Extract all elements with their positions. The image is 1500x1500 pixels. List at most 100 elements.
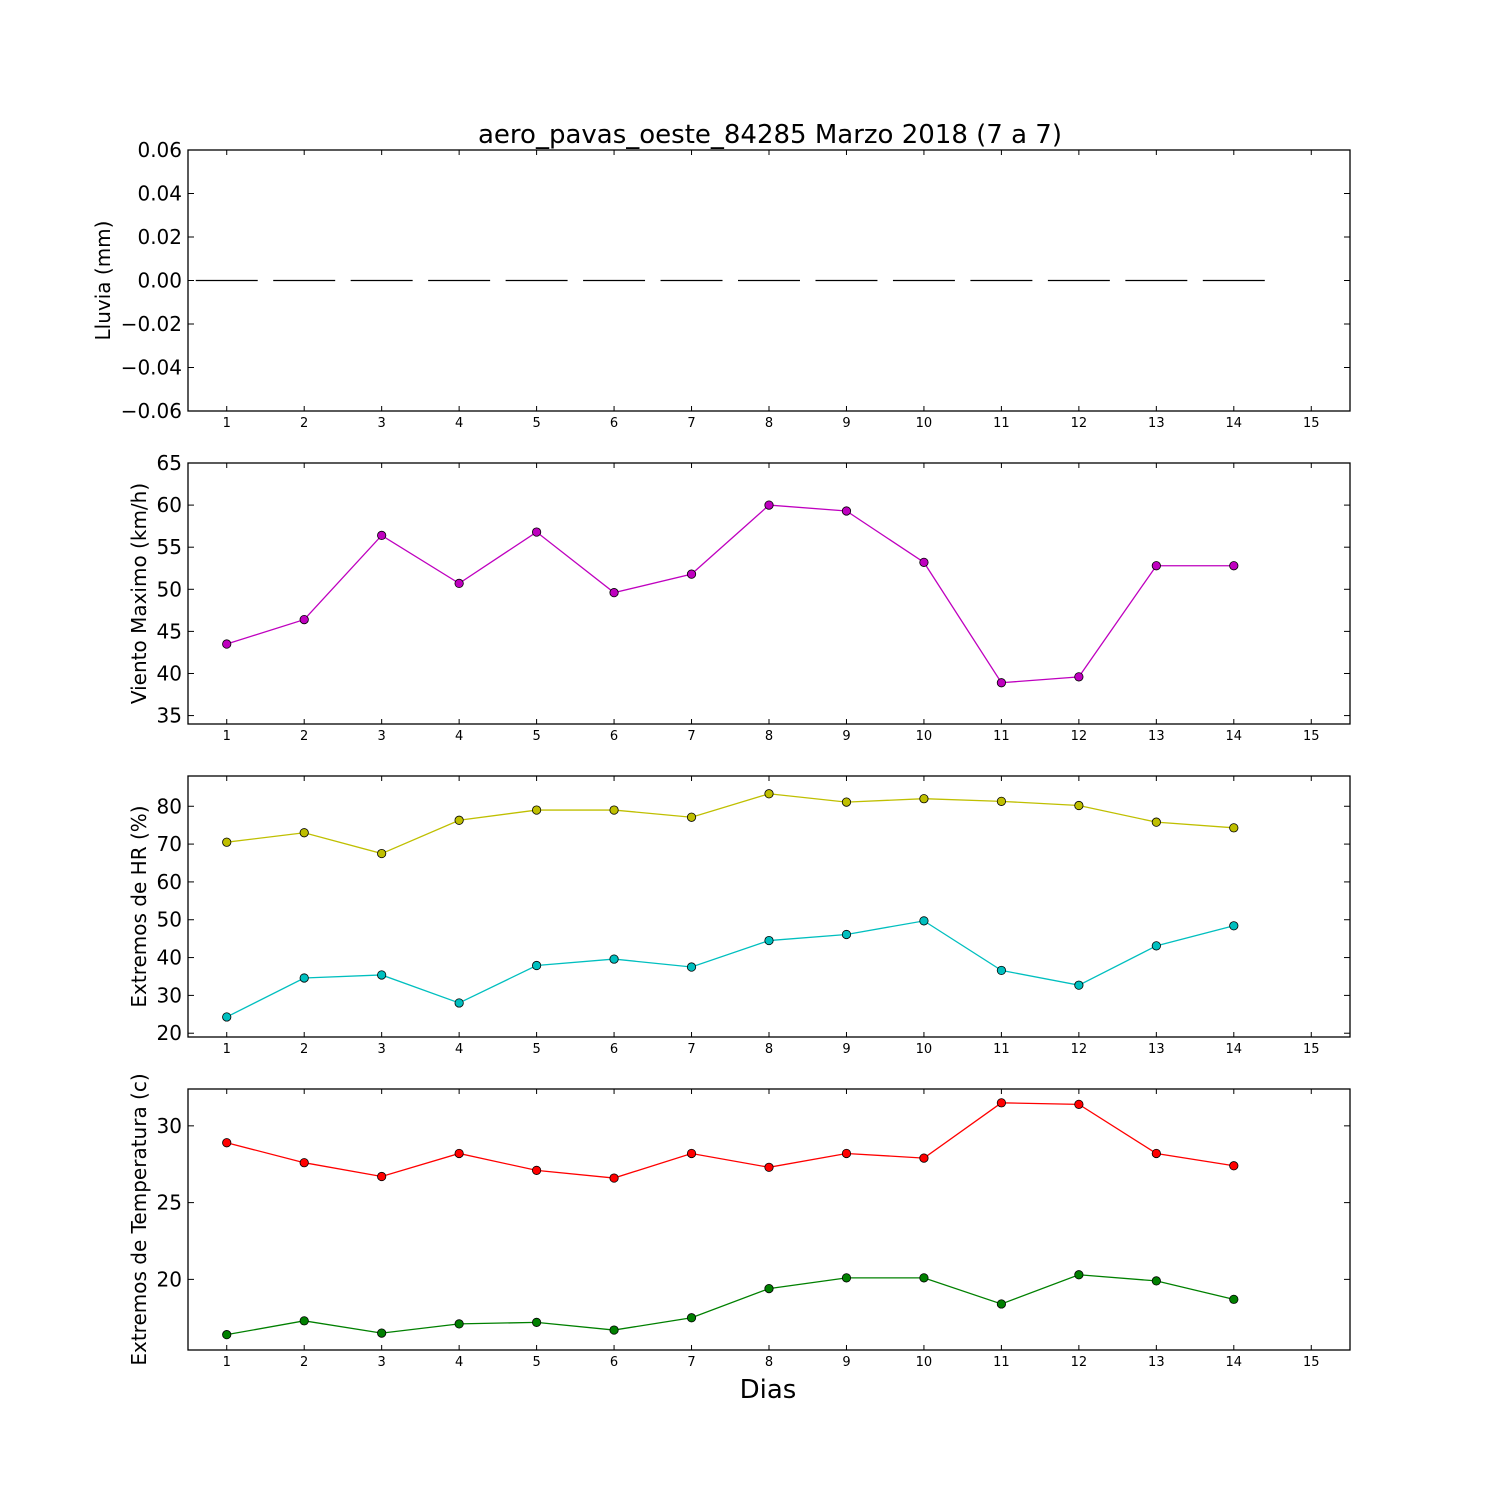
x-tick-label: 3 — [378, 1355, 386, 1370]
data-point — [299, 1158, 309, 1168]
x-tick-label: 2 — [300, 416, 308, 431]
data-point — [1074, 1099, 1084, 1109]
y-tick-label: 50 — [157, 577, 182, 601]
data-point — [996, 965, 1007, 976]
data-point — [1074, 672, 1084, 682]
data-point — [377, 1328, 387, 1338]
x-tick-label: 11 — [993, 416, 1010, 431]
x-tick-label: 10 — [916, 1355, 933, 1370]
x-tick-label: 4 — [455, 729, 463, 744]
x-tick-label: 1 — [223, 729, 231, 744]
data-point — [222, 1330, 232, 1340]
data-point — [222, 1138, 232, 1148]
y-tick-label: 20 — [157, 1267, 182, 1291]
y-tick-label: 45 — [157, 619, 182, 643]
x-tick-label: 14 — [1226, 729, 1243, 744]
data-point — [919, 1273, 929, 1283]
data-point — [919, 794, 929, 804]
data-point — [531, 1317, 542, 1327]
data-point — [919, 1153, 929, 1163]
y-tick-label: 40 — [157, 946, 182, 970]
x-axis-title: Dias — [740, 1375, 797, 1405]
data-point — [609, 954, 619, 964]
x-tick-label: 8 — [765, 1042, 773, 1057]
series-line-1 — [226, 504, 1234, 684]
data-point — [996, 1098, 1007, 1108]
x-tick-label: 11 — [993, 729, 1010, 744]
y-tick-label: 35 — [157, 704, 182, 728]
x-tick-label: 11 — [993, 1355, 1010, 1370]
y-tick-label: 0.04 — [137, 182, 182, 206]
data-point — [377, 530, 387, 541]
data-point — [841, 1148, 852, 1159]
x-tick-label: 3 — [378, 729, 386, 744]
data-point — [686, 1313, 697, 1323]
data-point — [919, 916, 929, 926]
data-point — [996, 1299, 1007, 1309]
data-point — [686, 962, 697, 972]
x-tick-label: 7 — [687, 1355, 695, 1370]
data-point — [1229, 1294, 1239, 1304]
series-line-1 — [226, 1102, 1234, 1179]
data-point — [454, 998, 464, 1008]
data-point — [299, 973, 309, 983]
data-point — [1229, 823, 1239, 833]
data-point — [686, 812, 697, 822]
x-tick-label: 5 — [532, 1042, 540, 1057]
y-tick-label: 60 — [157, 870, 182, 894]
data-point — [1151, 561, 1161, 571]
data-point — [764, 935, 774, 946]
data-point — [1151, 941, 1161, 951]
data-point — [531, 1165, 542, 1175]
data-point — [996, 796, 1007, 806]
x-tick-label: 13 — [1148, 1042, 1165, 1057]
x-tick-label: 10 — [916, 416, 933, 431]
data-point — [1074, 980, 1084, 990]
x-tick-label: 8 — [765, 416, 773, 431]
axes-frame — [187, 1088, 1351, 1351]
data-point — [841, 929, 852, 940]
x-tick-label: 6 — [610, 729, 618, 744]
data-point — [1151, 817, 1161, 827]
data-point — [764, 500, 774, 510]
x-tick-label: 14 — [1226, 1355, 1243, 1370]
y-tick-label: 20 — [157, 1021, 182, 1045]
y-tick-label: −0.06 — [121, 399, 182, 423]
x-tick-label: 3 — [378, 1042, 386, 1057]
data-point — [299, 614, 309, 625]
axes-frame — [187, 775, 1351, 1038]
y-tick-label: 80 — [157, 794, 182, 818]
x-tick-label: 7 — [687, 729, 695, 744]
y-tick-label: 0.06 — [137, 138, 182, 162]
x-tick-label: 5 — [532, 1355, 540, 1370]
data-point — [686, 1148, 697, 1159]
data-point — [222, 639, 232, 649]
series-line-2 — [226, 1274, 1234, 1336]
x-tick-label: 1 — [223, 1042, 231, 1057]
x-tick-label: 15 — [1303, 1042, 1320, 1057]
x-tick-label: 10 — [916, 729, 933, 744]
chart-title: aero_pavas_oeste_84285 Marzo 2018 (7 a 7… — [478, 120, 1062, 150]
y-tick-label: 70 — [157, 832, 182, 856]
y-axis-title: Lluvia (mm) — [91, 221, 115, 341]
data-point — [299, 1316, 309, 1326]
x-tick-label: 13 — [1148, 416, 1165, 431]
x-tick-label: 4 — [455, 416, 463, 431]
data-point — [454, 1319, 464, 1329]
data-point — [996, 678, 1007, 688]
x-tick-label: 4 — [455, 1042, 463, 1057]
x-tick-label: 10 — [916, 1042, 933, 1057]
x-tick-label: 6 — [610, 1355, 618, 1370]
x-tick-label: 9 — [842, 1355, 850, 1370]
x-tick-label: 12 — [1071, 1042, 1088, 1057]
y-tick-label: −0.04 — [121, 356, 182, 380]
subplot-1: 1 2 3 4 5 6 7 8 9 10 11 12 13 14 150.060.040.020.00−0.… — [91, 120, 1351, 431]
x-tick-label: 9 — [842, 1042, 850, 1057]
data-point — [841, 797, 852, 807]
subplot-3: 1 2 3 4 5 6 7 8 9 10 11 12 13 14 1520304050607080Extre… — [127, 775, 1351, 1057]
data-point — [1229, 921, 1239, 931]
x-tick-label: 9 — [842, 729, 850, 744]
x-tick-label: 6 — [610, 1042, 618, 1057]
x-tick-label: 9 — [842, 416, 850, 431]
